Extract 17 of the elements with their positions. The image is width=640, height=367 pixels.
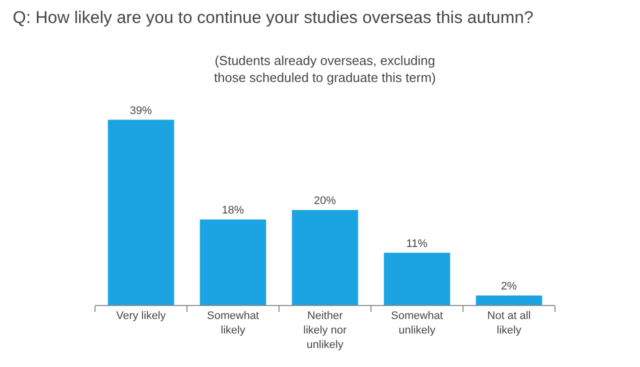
bar <box>200 220 266 305</box>
bar <box>292 210 358 305</box>
x-tick-label: Very likely <box>116 310 166 322</box>
bar <box>108 120 174 305</box>
data-label: 20% <box>314 195 336 207</box>
x-tick-label: Not at all likely <box>487 310 531 336</box>
data-label: 18% <box>222 204 244 216</box>
x-tick-label: Somewhat likely <box>207 310 259 336</box>
bar <box>384 252 450 305</box>
x-tick-label: Somewhat unlikely <box>391 310 443 336</box>
data-label: 39% <box>130 104 152 117</box>
x-tick-label: Neither likely nor unlikely <box>303 310 348 351</box>
data-label: 2% <box>500 280 518 292</box>
data-label: 11% <box>406 238 428 250</box>
bar <box>476 296 542 305</box>
chart-title: Q: How likely are you to continue your studies overseas this autumn? <box>12 8 534 27</box>
chart-subtitle: (Students already overseas, excluding those scheduled to graduate this term) <box>214 53 436 85</box>
